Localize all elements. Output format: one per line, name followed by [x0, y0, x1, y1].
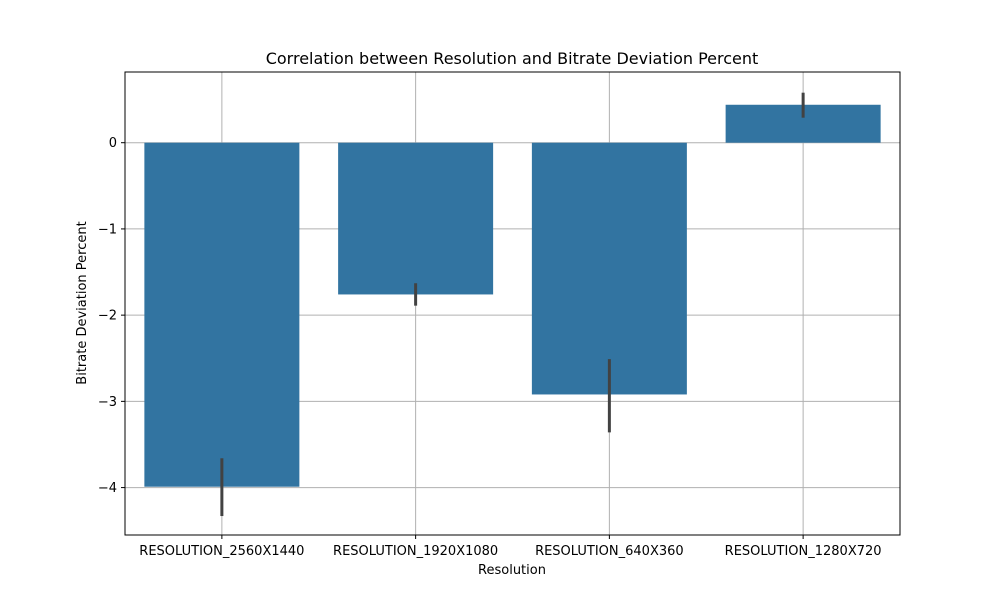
y-tick-label: −4: [98, 481, 117, 496]
y-tick-label: 0: [109, 136, 117, 151]
chart-title: Correlation between Resolution and Bitra…: [266, 49, 759, 68]
plot-frame: [124, 71, 901, 536]
bar: [144, 142, 300, 487]
x-tick-label: RESOLUTION_640X360: [535, 544, 684, 559]
y-axis-label: Bitrate Deviation Percent: [75, 221, 90, 384]
bar: [531, 142, 687, 395]
error-bars: [220, 92, 805, 517]
y-tick-label: −3: [98, 395, 117, 410]
bar: [338, 142, 494, 295]
x-tick-label: RESOLUTION_1920X1080: [333, 544, 498, 559]
x-ticks: RESOLUTION_2560X1440 RESOLUTION_1920X1080…: [139, 535, 882, 559]
bars: [144, 104, 881, 487]
x-tick-label: RESOLUTION_2560X1440: [139, 544, 304, 559]
x-axis-label: Resolution: [478, 563, 546, 578]
y-tick-label: −2: [98, 309, 117, 324]
y-tick-label: −1: [98, 222, 117, 237]
y-ticks: 0 −1 −2 −3 −4: [98, 136, 125, 496]
x-tick-label: RESOLUTION_1280X720: [725, 544, 882, 559]
